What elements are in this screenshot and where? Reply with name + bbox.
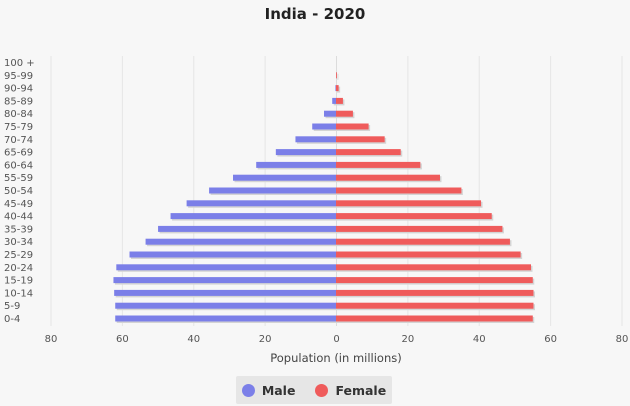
legend-item-female[interactable]: Female — [315, 383, 386, 398]
male-bar[interactable] — [116, 264, 336, 271]
female-bar[interactable] — [336, 72, 337, 79]
bars — [113, 72, 535, 323]
legend-label-female: Female — [335, 382, 387, 398]
male-bar[interactable] — [186, 200, 336, 207]
y-category-label: 10-14 — [4, 288, 33, 299]
x-tick-label: 20 — [402, 334, 415, 345]
male-bar[interactable] — [275, 149, 336, 156]
female-bar[interactable] — [336, 174, 440, 181]
male-bar[interactable] — [256, 161, 336, 168]
y-category-label: 80-84 — [4, 109, 33, 120]
x-axis-title: Population (in millions) — [270, 351, 402, 365]
y-category-label: 25-29 — [4, 250, 33, 261]
y-category-label: 90-94 — [4, 84, 33, 95]
chart-title: India - 2020 — [265, 5, 366, 23]
x-tick-label: 80 — [616, 334, 629, 345]
y-category-label: 5-9 — [4, 301, 20, 312]
x-tick-label: 20 — [259, 334, 272, 345]
female-bar[interactable] — [336, 315, 533, 322]
female-bar[interactable] — [336, 123, 369, 130]
female-bar[interactable] — [336, 187, 462, 194]
male-bar[interactable] — [158, 225, 336, 232]
y-category-label: 95-99 — [4, 71, 33, 82]
male-swatch-icon — [241, 383, 255, 397]
female-swatch-icon — [315, 383, 329, 397]
female-bar[interactable] — [336, 161, 421, 168]
x-axis-labels: 80 60 40 20 0 20 40 60 80 — [45, 334, 629, 345]
female-bar[interactable] — [336, 97, 343, 104]
male-bar[interactable] — [115, 302, 336, 309]
x-tick-label: 80 — [45, 334, 58, 345]
y-category-label: 55-59 — [4, 173, 33, 184]
legend-label-male: Male — [261, 382, 296, 398]
male-bar[interactable] — [129, 251, 336, 258]
male-bar[interactable] — [295, 136, 336, 143]
y-category-label: 60-64 — [4, 160, 33, 171]
y-category-label: 35-39 — [4, 224, 33, 235]
y-category-label: 20-24 — [4, 263, 33, 274]
male-bar[interactable] — [113, 277, 336, 284]
female-bar[interactable] — [336, 149, 401, 156]
legend-item-male[interactable]: Male — [241, 382, 296, 398]
male-bar[interactable] — [115, 315, 336, 322]
female-bar[interactable] — [336, 225, 503, 232]
bar-shadow — [337, 86, 341, 93]
x-tick-label: 60 — [116, 334, 129, 345]
y-category-label: 100 + — [4, 58, 35, 69]
female-bar[interactable] — [336, 200, 482, 207]
male-bar[interactable] — [324, 110, 336, 117]
y-category-label: 85-89 — [4, 96, 33, 107]
female-bar[interactable] — [336, 110, 353, 117]
legend: Male Female — [236, 376, 392, 404]
x-tick-label: 60 — [544, 334, 557, 345]
male-bar[interactable] — [145, 238, 336, 245]
x-tick-label: 40 — [473, 334, 486, 345]
male-bar[interactable] — [312, 123, 336, 130]
x-tick-label: 40 — [187, 334, 200, 345]
female-bar[interactable] — [336, 85, 339, 92]
female-bar[interactable] — [336, 238, 510, 245]
y-category-label: 0-4 — [4, 314, 20, 325]
y-category-label: 45-49 — [4, 199, 33, 210]
male-bar[interactable] — [170, 213, 336, 220]
y-category-label: 15-19 — [4, 276, 33, 287]
female-bar[interactable] — [336, 136, 385, 143]
female-bar[interactable] — [336, 277, 533, 284]
y-category-label: 75-79 — [4, 122, 33, 133]
female-bar[interactable] — [336, 251, 521, 258]
bar-shadow — [337, 73, 339, 80]
male-bar[interactable] — [233, 174, 336, 181]
male-bar[interactable] — [114, 289, 337, 296]
y-category-label: 40-44 — [4, 212, 33, 223]
x-tick-label: 0 — [333, 334, 339, 345]
y-category-label: 50-54 — [4, 186, 33, 197]
male-bar[interactable] — [332, 97, 336, 104]
male-bar[interactable] — [209, 187, 336, 194]
female-bar[interactable] — [336, 213, 492, 220]
y-category-label: 30-34 — [4, 237, 33, 248]
male-bar[interactable] — [335, 85, 336, 92]
female-bar[interactable] — [336, 264, 531, 271]
female-bar[interactable] — [336, 289, 534, 296]
y-category-label: 70-74 — [4, 135, 33, 146]
female-bar[interactable] — [336, 302, 534, 309]
y-category-label: 65-69 — [4, 148, 33, 159]
